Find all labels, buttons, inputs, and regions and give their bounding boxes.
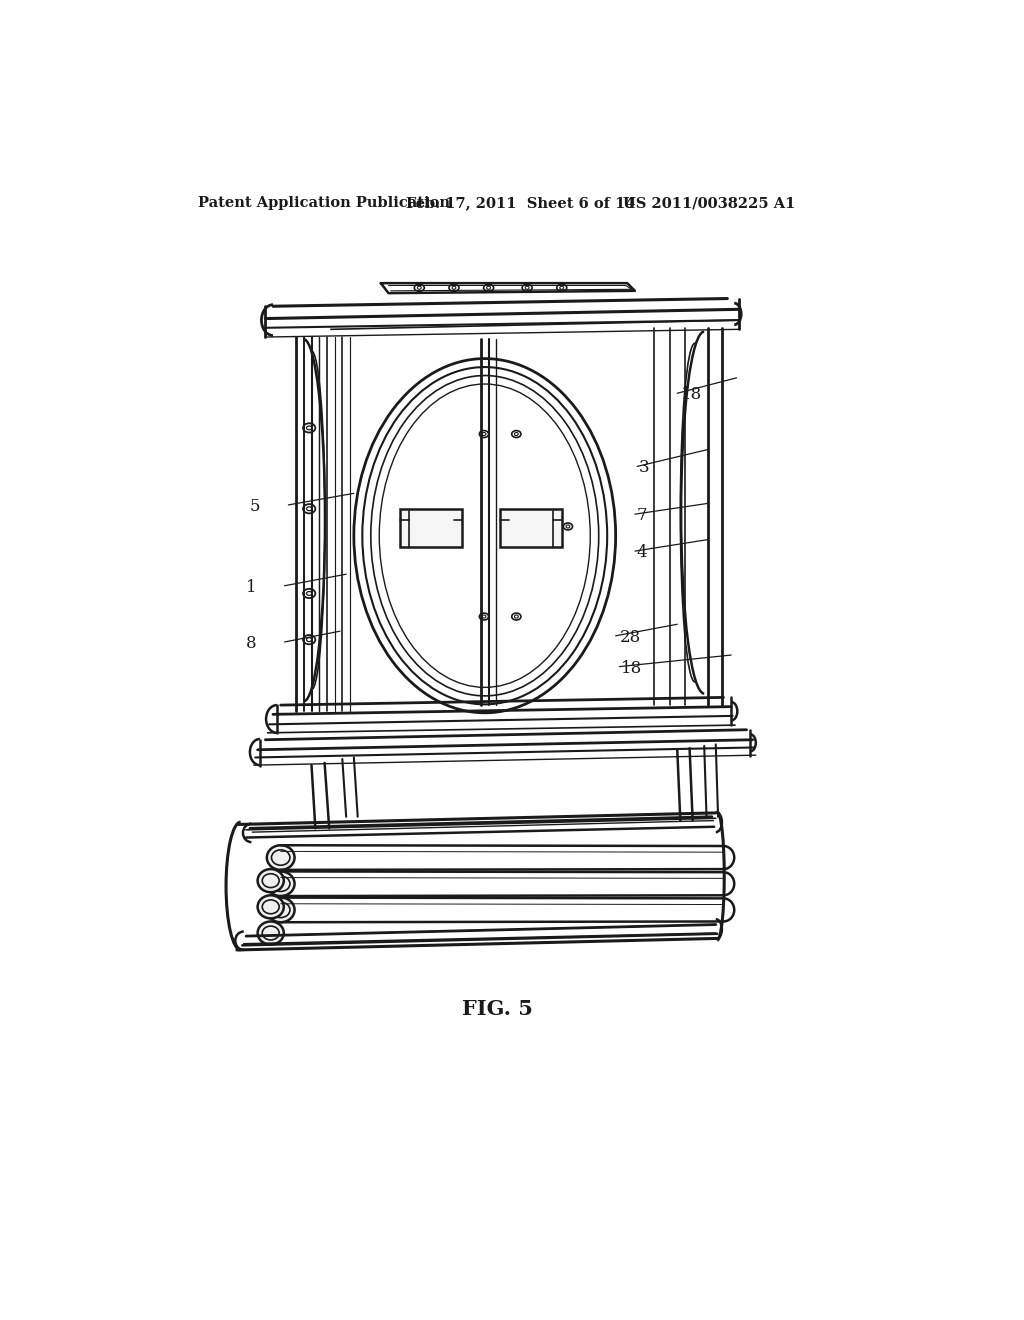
Text: 7: 7 (637, 507, 647, 524)
Ellipse shape (258, 921, 284, 945)
Text: 4: 4 (637, 544, 647, 561)
Text: 18: 18 (681, 387, 702, 404)
Text: 18: 18 (621, 660, 642, 677)
Ellipse shape (258, 869, 284, 892)
Text: 28: 28 (620, 628, 641, 645)
Ellipse shape (267, 898, 295, 923)
Bar (500, 508, 562, 548)
Text: 8: 8 (246, 635, 257, 652)
Ellipse shape (258, 895, 284, 919)
Text: FIG. 5: FIG. 5 (462, 999, 532, 1019)
Ellipse shape (267, 845, 295, 870)
Ellipse shape (267, 871, 295, 896)
Ellipse shape (271, 876, 290, 891)
Text: 3: 3 (639, 459, 649, 477)
Bar (400, 508, 462, 548)
Text: 5: 5 (250, 498, 260, 515)
Text: US 2011/0038225 A1: US 2011/0038225 A1 (624, 197, 796, 210)
Text: Feb. 17, 2011  Sheet 6 of 14: Feb. 17, 2011 Sheet 6 of 14 (407, 197, 636, 210)
Ellipse shape (271, 903, 290, 917)
Text: Patent Application Publication: Patent Application Publication (199, 197, 451, 210)
Ellipse shape (271, 850, 290, 866)
Text: 1: 1 (246, 578, 257, 595)
